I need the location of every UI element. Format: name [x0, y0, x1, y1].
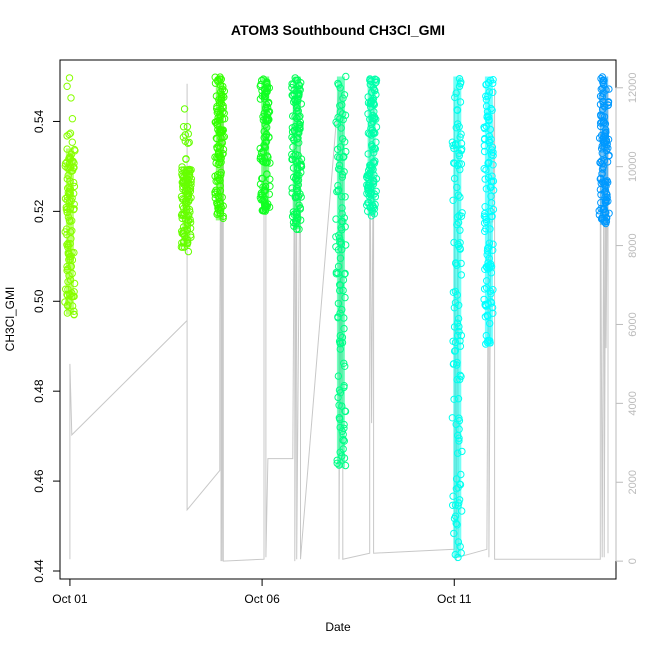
y2-tick-label: 2000 [627, 470, 639, 494]
y-tick-label: 0.44 [32, 559, 46, 583]
data-point [181, 131, 190, 139]
data-point [68, 115, 77, 123]
dense-band [292, 76, 301, 230]
y-tick-label: 0.46 [32, 469, 46, 493]
y2-tick-label: 10000 [627, 151, 639, 182]
data-point [184, 139, 192, 147]
data-point [182, 155, 190, 164]
data-point [66, 129, 75, 137]
dense-band [453, 76, 462, 558]
y2-tick-label: 12000 [627, 72, 639, 103]
y2-axis: 0 2000 4000 6000 8000 10000 12000 [615, 72, 639, 564]
data-point [179, 133, 188, 141]
y-tick-label: 0.48 [32, 379, 46, 403]
dense-band [600, 76, 609, 225]
flight-series-3 [211, 73, 229, 223]
y2-tick-label: 6000 [627, 312, 639, 336]
flight-series-5 [288, 74, 306, 234]
data-points-layer [61, 72, 613, 562]
y-tick-label: 0.54 [32, 109, 46, 133]
data-point [179, 123, 188, 131]
data-point [65, 130, 73, 139]
dense-band [367, 76, 376, 216]
flight-series-2 [177, 105, 196, 256]
dense-band [261, 76, 270, 212]
x-axis: Oct 01 Oct 06 Oct 11 [52, 578, 472, 606]
x-axis-label: Date [325, 620, 351, 634]
flight-series-4 [256, 75, 274, 215]
data-point [67, 94, 75, 102]
flight-series-10 [595, 73, 613, 228]
dense-band [65, 148, 74, 315]
data-point [184, 130, 193, 138]
x-tick-label: Oct 11 [437, 592, 472, 606]
chart-title: ATOM3 Southbound CH3Cl_GMI [231, 22, 445, 38]
y-tick-label: 0.52 [32, 199, 46, 223]
data-point [183, 123, 192, 131]
data-point [65, 74, 74, 82]
y2-tick-label: 8000 [627, 233, 639, 257]
dense-band [336, 76, 345, 468]
flight-series-8 [448, 75, 466, 562]
y2-tick-label: 0 [627, 558, 639, 564]
data-point [185, 138, 193, 147]
dense-band [215, 76, 224, 221]
data-point [63, 82, 71, 91]
y-tick-label: 0.50 [32, 289, 46, 313]
flight-series-7 [363, 75, 381, 220]
data-point [68, 138, 77, 146]
x-tick-label: Oct 06 [244, 592, 280, 606]
data-point [184, 247, 193, 256]
y2-tick-label: 4000 [627, 391, 639, 415]
dense-band [182, 166, 191, 248]
flight-series-1 [61, 74, 79, 319]
y-axis-label: CH3Cl_GMI [3, 287, 17, 352]
data-point [180, 105, 189, 113]
dense-band [484, 76, 493, 347]
y-axis: 0.44 0.46 0.48 0.50 0.52 0.54 [32, 109, 61, 583]
flight-series-9 [480, 76, 498, 348]
flight-series-6 [332, 72, 350, 470]
x-tick-label: Oct 01 [52, 592, 88, 606]
